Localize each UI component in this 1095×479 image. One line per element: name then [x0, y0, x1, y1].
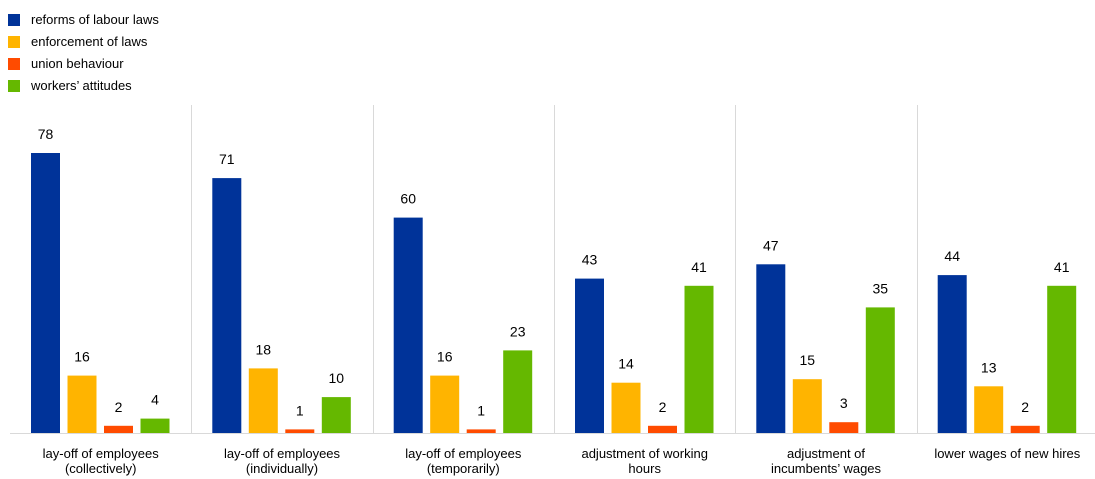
- category-label: (individually): [246, 461, 318, 476]
- legend-swatch-1: [8, 14, 20, 26]
- data-label: 41: [1054, 259, 1070, 275]
- bar: [1047, 285, 1077, 433]
- bar: [67, 375, 97, 433]
- bar: [466, 429, 496, 433]
- data-label: 71: [219, 151, 235, 167]
- category-label: (temporarily): [427, 461, 500, 476]
- bar: [974, 386, 1004, 433]
- legend-label-3: union behaviour: [31, 56, 124, 71]
- bar: [104, 425, 133, 433]
- category-label: adjustment of: [787, 446, 865, 461]
- data-label: 2: [115, 399, 123, 415]
- data-label: 44: [944, 248, 960, 264]
- bar: [648, 425, 677, 433]
- data-label: 2: [659, 399, 667, 415]
- data-label: 16: [74, 349, 90, 365]
- data-label: 60: [400, 191, 416, 207]
- bar: [321, 397, 351, 433]
- bars: [31, 153, 1077, 433]
- data-label: 2: [1021, 399, 1029, 415]
- bar: [248, 368, 278, 433]
- legend-label-1: reforms of labour laws: [31, 12, 159, 27]
- data-label: 23: [510, 323, 526, 339]
- category-label: lay-off of employees: [43, 446, 160, 461]
- data-label: 10: [329, 370, 345, 386]
- data-label: 13: [981, 359, 997, 375]
- category-label: lower wages of new hires: [934, 446, 1080, 461]
- data-label: 14: [618, 356, 634, 372]
- data-label: 18: [256, 341, 272, 357]
- data-label: 35: [873, 280, 889, 296]
- legend-swatch-3: [8, 58, 20, 70]
- data-label: 1: [296, 402, 304, 418]
- legend-label-4: workers’ attitudes: [30, 78, 132, 93]
- group-separators: [191, 105, 918, 433]
- data-label: 47: [763, 237, 779, 253]
- bar: [684, 285, 714, 433]
- legend: reforms of labour laws enforcement of law…: [8, 12, 159, 93]
- bar: [430, 375, 460, 433]
- data-labels: 78 16 2 4 71 18 1 10 60 16 1 23 43 14 2 41 47 15 3 35 44 13 2 4…: [38, 126, 1070, 418]
- legend-swatch-2: [8, 36, 20, 48]
- bar: [575, 278, 604, 433]
- category-label: adjustment of working: [581, 446, 707, 461]
- data-label: 78: [38, 126, 54, 142]
- data-label: 4: [151, 392, 159, 408]
- bar: [792, 379, 822, 433]
- legend-swatch-4: [8, 80, 20, 92]
- category-label: lay-off of employees: [405, 446, 522, 461]
- bar: [285, 429, 315, 433]
- data-label: 1: [477, 402, 485, 418]
- bar: [393, 217, 423, 433]
- bar: [212, 178, 242, 433]
- data-label: 15: [800, 352, 816, 368]
- category-label: hours: [628, 461, 661, 476]
- bar: [611, 382, 641, 433]
- data-label: 43: [582, 252, 598, 268]
- category-label: lay-off of employees: [224, 446, 341, 461]
- bar: [756, 264, 786, 433]
- data-label: 3: [840, 395, 848, 411]
- legend-label-2: enforcement of laws: [31, 34, 148, 49]
- category-labels: lay-off of employees(collectively)lay-of…: [43, 446, 1081, 476]
- bar: [829, 422, 859, 433]
- bar: [140, 418, 170, 433]
- bar: [1010, 425, 1040, 433]
- bar: [937, 275, 967, 433]
- category-label: (collectively): [65, 461, 137, 476]
- bar: [31, 153, 60, 433]
- category-label: incumbents’ wages: [771, 461, 882, 476]
- bar: [503, 350, 533, 433]
- data-label: 16: [437, 349, 453, 365]
- data-label: 41: [691, 259, 707, 275]
- bar: [865, 307, 895, 433]
